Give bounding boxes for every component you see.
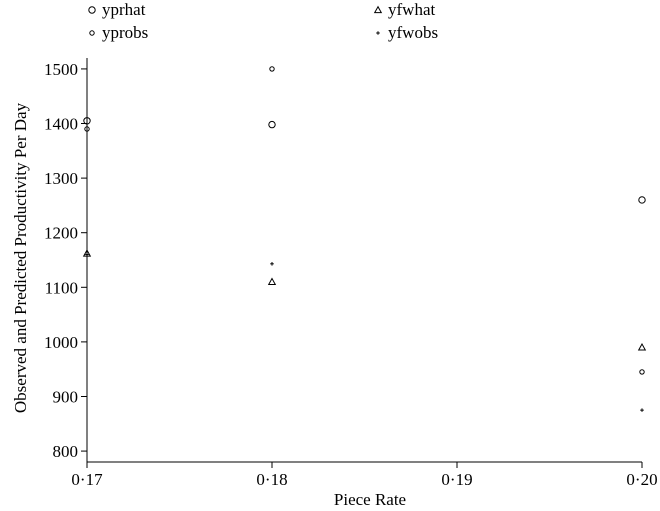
legend-label: yprobs: [102, 23, 148, 42]
series-yfwhat: [82, 249, 647, 351]
data-point-yprobs: [84, 126, 90, 132]
data-point-yfwobs: [270, 262, 274, 266]
legend: yprhat yprobs yfwhat yfwobs: [88, 0, 438, 42]
series-yprobs: [84, 66, 645, 375]
y-axis-title: Observed and Predicted Productivity Per …: [11, 102, 30, 413]
y-tick-label: 1300: [44, 169, 78, 188]
x-tick-label: 0·20: [626, 470, 657, 489]
legend-marker-yfwobs: [376, 31, 380, 35]
axes: 800 900 1000 1100 1200 1300 1400 1500 0·17 0·18 0·…: [44, 58, 658, 489]
data-point-yprobs: [639, 369, 645, 375]
data-point-yfwobs: [85, 252, 89, 257]
data-point-yfwobs: [640, 408, 644, 412]
y-tick-label: 800: [53, 442, 79, 461]
data-point-yprobs: [269, 66, 275, 72]
y-tick-label: 1500: [44, 60, 78, 79]
data-point-yprhat: [268, 120, 276, 129]
x-axis-title: Piece Rate: [334, 490, 406, 509]
y-tick-label: 1400: [44, 115, 78, 134]
y-tick-label: 900: [53, 387, 79, 406]
legend-item-yfwobs: yfwobs: [376, 23, 438, 42]
series-yfwobs: [85, 252, 644, 412]
data-point-yfwhat: [637, 343, 647, 351]
y-tick-label: 1200: [44, 224, 78, 243]
legend-item-yprobs: yprobs: [89, 23, 148, 42]
legend-label: yfwobs: [388, 23, 438, 42]
y-tick-label: 1000: [44, 333, 78, 352]
legend-marker-yprhat: [88, 6, 96, 14]
data-point-yprhat: [83, 117, 91, 125]
y-tick-label: 1100: [45, 278, 78, 297]
data-point-yfwhat: [267, 277, 277, 285]
x-tick-label: 0·19: [441, 470, 472, 489]
x-tick-label: 0·18: [256, 470, 287, 489]
data-points: [82, 66, 647, 412]
legend-marker-yprobs: [89, 30, 95, 36]
data-point-yprhat: [638, 196, 646, 204]
legend-marker-yfwhat: [373, 5, 383, 14]
legend-item-yprhat: yprhat: [88, 0, 146, 19]
series-yprhat: [83, 117, 646, 204]
legend-label: yprhat: [102, 0, 146, 19]
legend-item-yfwhat: yfwhat: [373, 0, 435, 19]
legend-label: yfwhat: [388, 0, 435, 19]
x-tick-label: 0·17: [71, 470, 103, 489]
